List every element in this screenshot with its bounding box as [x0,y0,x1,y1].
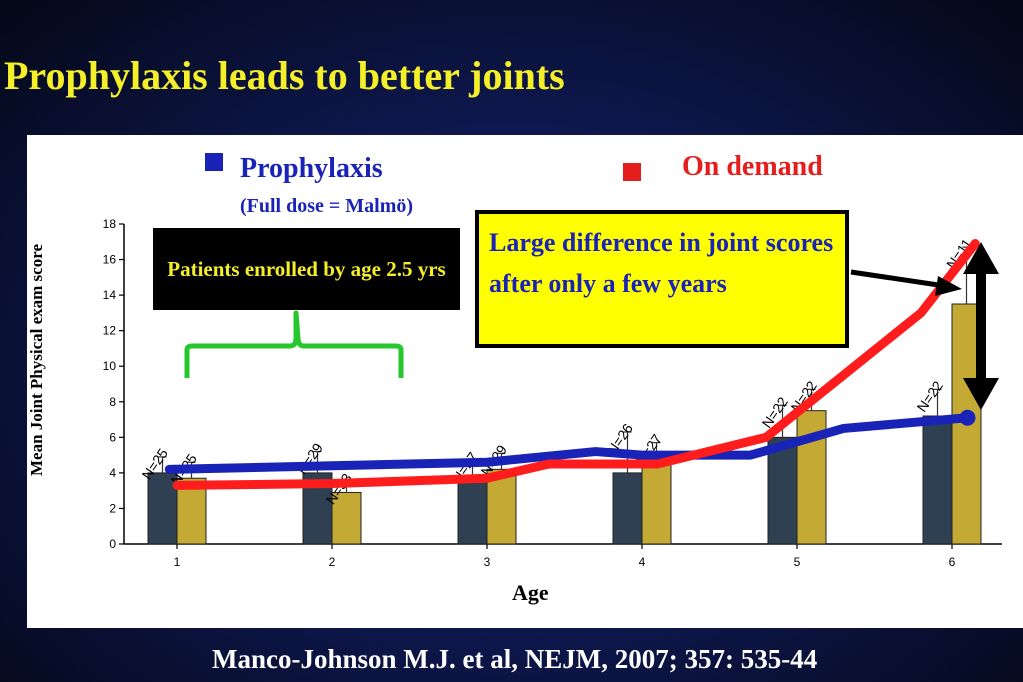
bar [486,468,517,545]
difference-callout: Large difference in joint scores after o… [475,210,849,348]
prophylaxis-legend-swatch [205,153,223,171]
difference-arrow-head-down [963,378,999,410]
slide-title: Prophylaxis leads to better joints [4,53,565,98]
y-tick-label: 16 [103,253,117,267]
on-demand-trend-line [172,239,980,490]
enrollment-bracket [184,310,404,378]
x-tick-label: 2 [329,555,336,569]
y-tick-label: 18 [103,217,117,231]
callout-pointer-head [935,276,962,296]
y-tick-label: 8 [109,395,116,409]
y-tick-label: 6 [109,430,116,444]
bar [641,463,672,545]
bar [147,472,178,545]
y-tick-label: 0 [109,537,116,551]
bar [922,415,953,545]
callout-pointer-line [850,269,946,289]
y-tick-label: 4 [109,466,116,480]
prophylaxis-end-marker [959,409,976,426]
prophylaxis-legend-sublabel: (Full dose = Malmö) [240,195,414,217]
citation: Manco-Johnson M.J. et al, NEJM, 2007; 35… [212,644,818,674]
bar [612,472,643,545]
prophylaxis-legend-label: Prophylaxis [240,153,383,184]
n-label: N=22 [913,378,946,415]
x-tick-label: 5 [794,555,801,569]
n-label: N=29 [293,440,326,477]
y-tick-label: 14 [103,288,117,302]
x-axis-label: Age [512,580,549,605]
x-tick-label: 3 [484,555,491,569]
y-tick-label: 10 [103,359,117,373]
y-tick-label: 12 [103,324,117,338]
x-tick-label: 6 [949,555,956,569]
x-tick-label: 1 [174,555,181,569]
y-tick-label: 2 [109,501,116,515]
bar [331,491,362,545]
on-demand-legend-swatch [623,163,641,181]
difference-arrow-head-up [963,242,999,274]
x-tick-label: 4 [639,555,646,569]
enrollment-note: Patients enrolled by age 2.5 yrs [153,228,460,310]
bar [457,475,488,545]
prophylaxis-trend-line [164,413,972,474]
on-demand-legend-label: On demand [682,151,823,182]
